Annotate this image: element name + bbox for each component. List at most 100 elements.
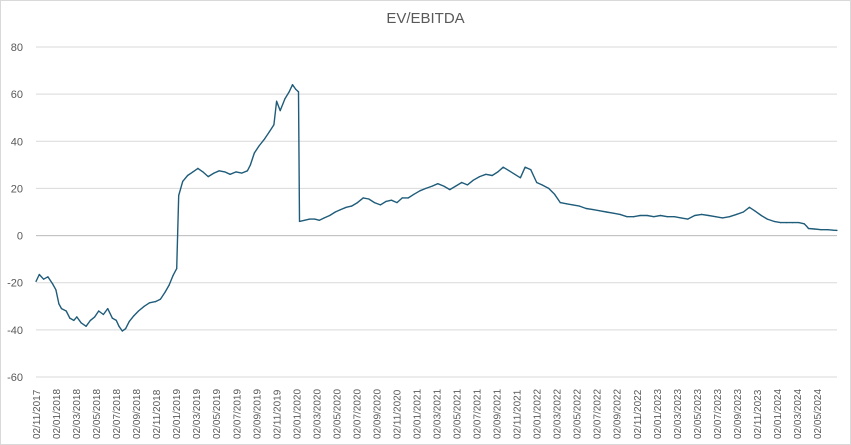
data-point: [413, 193, 415, 195]
x-tick-label: 02/09/2021: [493, 389, 504, 439]
x-tick-label: 02/07/2023: [713, 389, 724, 439]
data-point: [334, 211, 336, 213]
data-point: [362, 197, 364, 199]
data-point: [246, 170, 248, 172]
x-tick-label: 02/01/2018: [52, 389, 63, 439]
data-point: [52, 283, 54, 285]
data-point: [202, 171, 204, 173]
data-point: [111, 317, 113, 319]
data-point: [128, 321, 130, 323]
data-point: [58, 303, 60, 305]
data-point: [178, 194, 180, 197]
data-point: [820, 229, 822, 231]
data-point: [297, 91, 300, 93]
data-point: [182, 180, 184, 182]
y-tick-label: 20: [11, 183, 23, 195]
data-point: [508, 170, 510, 172]
x-tick-label: 02/05/2019: [212, 389, 223, 439]
data-point: [612, 212, 615, 214]
data-point: [94, 316, 96, 318]
data-point: [102, 313, 104, 316]
data-point: [425, 187, 427, 189]
y-tick-label: 40: [11, 136, 23, 148]
data-point: [443, 185, 445, 187]
data-point: [680, 217, 682, 219]
x-tick-label: 02/05/2021: [453, 389, 464, 439]
data-point: [791, 222, 794, 224]
data-point: [832, 229, 835, 231]
data-point: [276, 100, 278, 102]
data-point: [118, 325, 120, 327]
x-tick-label: 02/09/2020: [372, 389, 383, 439]
x-tick-label: 02/03/2018: [72, 389, 83, 439]
data-point: [687, 218, 689, 220]
data-point: [497, 171, 499, 173]
data-point: [69, 317, 71, 319]
data-point: [137, 310, 140, 312]
data-point: [235, 171, 237, 173]
data-point: [76, 316, 78, 318]
data-point: [786, 222, 788, 224]
data-point: [396, 202, 398, 204]
data-point: [192, 171, 194, 173]
data-point: [653, 216, 655, 218]
data-point: [168, 284, 170, 286]
data-point: [401, 197, 403, 199]
x-tick-label: 02/09/2022: [613, 389, 624, 439]
data-point: [536, 181, 538, 184]
x-tick-label: 02/05/2022: [573, 389, 584, 439]
data-point: [115, 319, 117, 321]
y-tick-label: -20: [7, 278, 23, 290]
x-tick-label: 02/05/2023: [693, 389, 704, 439]
data-point: [38, 273, 40, 276]
data-point: [572, 204, 574, 206]
data-point: [273, 124, 275, 126]
data-point: [701, 213, 703, 215]
data-point: [298, 220, 301, 222]
data-point: [592, 209, 594, 211]
data-point: [524, 166, 526, 168]
data-point: [218, 170, 220, 172]
data-point: [60, 308, 63, 310]
data-point: [258, 145, 260, 147]
y-tick-label: -40: [7, 325, 23, 337]
x-tick-label: 02/03/2021: [433, 389, 444, 439]
data-point: [803, 223, 805, 225]
data-point: [133, 315, 135, 317]
data-point: [159, 298, 161, 300]
data-point: [548, 187, 550, 189]
x-tick-label: 02/11/2020: [392, 389, 403, 439]
x-tick-label: 02/01/2022: [533, 389, 544, 439]
x-tick-label: 02/09/2018: [132, 389, 143, 439]
y-tick-label: -60: [7, 372, 23, 384]
data-point: [694, 214, 696, 217]
x-tick-label: 02/11/2023: [753, 389, 764, 439]
data-point: [323, 217, 325, 219]
x-tick-label: 02/07/2022: [593, 389, 604, 439]
data-point: [578, 205, 581, 207]
data-point: [485, 173, 487, 175]
data-point: [721, 217, 724, 219]
data-point: [268, 131, 270, 133]
data-point: [431, 185, 433, 187]
series-line-0: [35, 84, 838, 332]
data-point: [121, 330, 123, 332]
x-tick-label: 02/11/2022: [633, 389, 644, 439]
data-point: [148, 302, 151, 304]
data-point: [143, 305, 145, 307]
x-tick-label: 02/09/2019: [252, 389, 263, 439]
data-point: [760, 214, 762, 217]
data-point: [514, 173, 516, 175]
x-tick-label: 02/01/2021: [412, 389, 423, 439]
x-tick-label: 02/05/2018: [92, 389, 103, 439]
x-tick-label: 02/03/2022: [553, 389, 564, 439]
data-point: [279, 110, 281, 112]
data-point: [728, 216, 731, 218]
data-point: [207, 176, 209, 178]
data-point: [626, 216, 628, 218]
data-point: [125, 328, 127, 330]
data-point: [176, 268, 178, 270]
x-tick-label: 02/07/2018: [112, 389, 123, 439]
data-point: [187, 174, 189, 177]
